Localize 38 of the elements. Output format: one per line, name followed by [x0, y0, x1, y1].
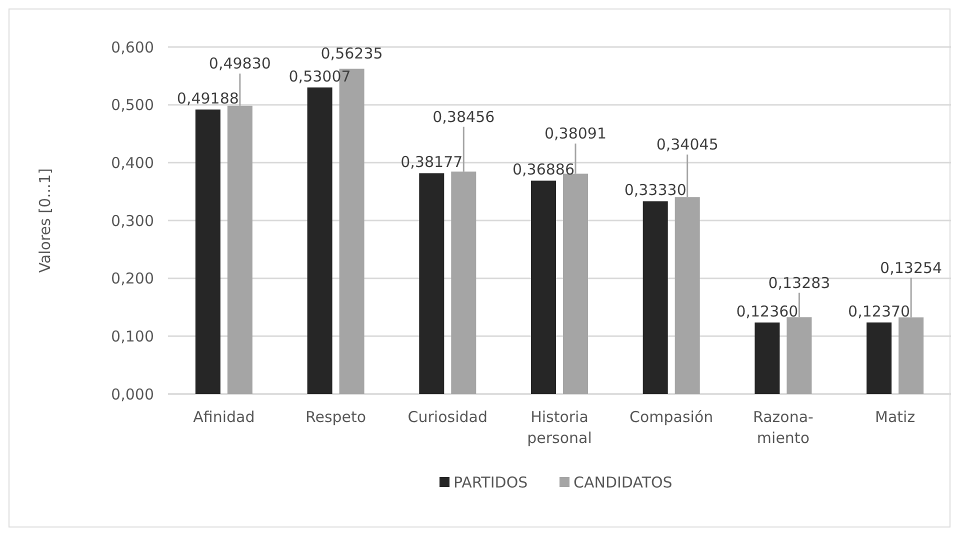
data-label: 0,12360 — [736, 302, 798, 321]
x-tick-label: Afinidad — [193, 408, 255, 426]
x-tick-label: Razona-miento — [752, 408, 814, 447]
bar — [642, 201, 668, 394]
bar — [195, 110, 220, 394]
x-tick-label: Compasión — [630, 408, 714, 426]
y-tick-label: 0,600 — [111, 38, 154, 56]
x-tick-label: Respeto — [305, 408, 366, 426]
data-label: 0,12370 — [848, 302, 910, 320]
bar — [866, 322, 892, 394]
data-label: 0,38177 — [400, 153, 463, 172]
y-tick-label: 0,300 — [111, 212, 154, 230]
data-label: 0,56235 — [320, 44, 383, 62]
data-label: 0,36886 — [512, 160, 575, 179]
data-label: 0,33330 — [624, 181, 686, 200]
y-tick-label: 0,500 — [111, 96, 154, 114]
bar — [531, 180, 556, 394]
x-tick-label: Matiz — [875, 408, 916, 426]
bar — [754, 322, 780, 394]
legend-label: PARTIDOS — [454, 473, 528, 492]
data-label: 0,53007 — [288, 67, 351, 86]
data-label: 0,38456 — [432, 108, 495, 126]
legend-label: CANDIDATOS — [574, 473, 672, 492]
bar — [419, 173, 444, 394]
data-label: 0,13283 — [768, 274, 830, 292]
bar — [307, 87, 332, 394]
data-label: 0,13254 — [880, 258, 942, 277]
y-tick-label: 0,400 — [111, 154, 154, 172]
data-label: 0,49188 — [176, 90, 239, 108]
y-tick-label: 0,200 — [111, 270, 154, 288]
y-axis-title: Valores [0...1] — [36, 168, 54, 273]
data-label: 0,49830 — [208, 54, 271, 73]
y-tick-label: 0,100 — [111, 327, 154, 346]
data-label: 0,34045 — [656, 136, 718, 154]
data-label: 0,38091 — [544, 124, 607, 143]
y-tick-label: 0,000 — [111, 385, 154, 404]
x-tick-label: Historia personal — [527, 408, 592, 447]
x-tick-label: Curiosidad — [408, 408, 488, 426]
